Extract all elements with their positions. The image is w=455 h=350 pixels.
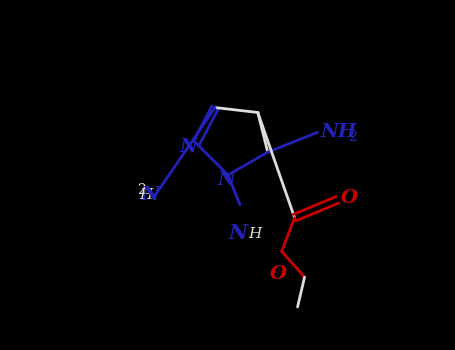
- Text: 2: 2: [137, 183, 146, 197]
- Text: H: H: [248, 226, 261, 240]
- Text: N: N: [179, 138, 197, 156]
- Text: 2: 2: [348, 130, 357, 144]
- Text: N: N: [217, 171, 235, 189]
- Text: N: N: [228, 223, 248, 243]
- Text: NH: NH: [320, 123, 357, 141]
- Text: O: O: [270, 265, 287, 283]
- Text: N: N: [142, 186, 159, 204]
- Text: O: O: [341, 189, 358, 207]
- Text: H: H: [139, 188, 152, 202]
